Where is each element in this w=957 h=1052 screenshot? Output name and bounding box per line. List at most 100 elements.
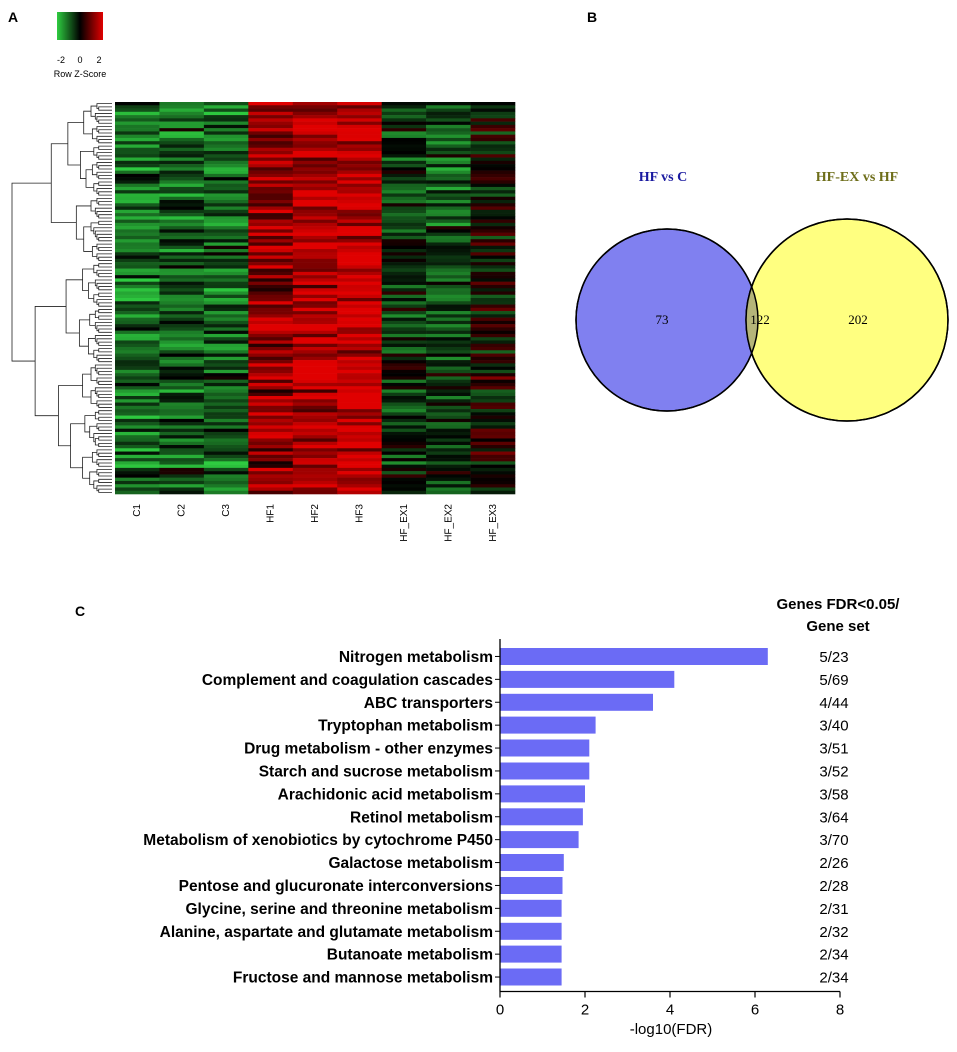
heatmap-cell <box>337 458 382 462</box>
heatmap-cell <box>381 190 427 194</box>
heatmap-cell <box>381 239 427 243</box>
heatmap-cell <box>381 262 427 266</box>
heatmap-cell <box>426 134 471 139</box>
heatmap-cell <box>292 399 338 403</box>
heatmap-cell <box>203 327 249 331</box>
heatmap-cell <box>159 206 205 211</box>
heatmap-cell <box>426 190 471 194</box>
heatmap-cell <box>381 487 427 492</box>
heatmap-cell <box>381 222 427 227</box>
heatmap-cell <box>248 360 294 364</box>
heatmap-cell <box>248 324 294 328</box>
heatmap-cell <box>470 216 516 220</box>
heatmap-column-label: HF_EX2 <box>443 504 454 542</box>
heatmap-cell <box>203 271 249 276</box>
heatmap-cell <box>381 405 427 410</box>
heatmap-cell <box>292 105 338 109</box>
category-label: ABC transporters <box>364 695 493 712</box>
heatmap-cell <box>337 239 382 243</box>
heatmap-cell <box>203 291 249 296</box>
category-label: Arachidonic acid metabolism <box>278 786 493 803</box>
heatmap-cell <box>381 144 427 149</box>
heatmap-cell <box>381 186 427 191</box>
heatmap-cell <box>381 366 427 371</box>
heatmap-column-label: C3 <box>221 504 232 517</box>
heatmap-cell <box>426 239 471 243</box>
heatmap-cell <box>426 262 471 266</box>
dendrogram-branch <box>96 459 112 465</box>
heatmap-cell <box>203 173 249 178</box>
heatmap-cell <box>203 108 249 113</box>
heatmap-cell <box>248 141 294 145</box>
heatmap-cell <box>470 480 516 485</box>
heatmap-cell <box>470 275 516 279</box>
heatmap-cell <box>381 458 427 462</box>
dendrogram-branch <box>96 367 112 374</box>
dendrogram-branch <box>96 152 112 158</box>
x-tick-label: 8 <box>836 1002 844 1019</box>
heatmap-cell <box>115 235 160 240</box>
heatmap-cell <box>426 196 471 201</box>
heatmap-cell <box>426 480 471 485</box>
heatmap-cell <box>159 222 205 227</box>
heatmap-cell <box>426 396 471 400</box>
heatmap-cell <box>115 337 160 341</box>
dendrogram-branch <box>85 169 94 188</box>
heatmap-cell <box>248 245 294 250</box>
heatmap-cell <box>115 213 160 217</box>
heatmap-cell <box>337 288 382 292</box>
heatmap-cell <box>381 471 427 475</box>
heatmap-cell <box>470 330 516 335</box>
heatmap-cell <box>426 314 471 318</box>
heatmap-cell <box>248 121 294 126</box>
venn-diagram: HF vs C HF-EX vs HF 73 122 202 <box>575 170 949 422</box>
heatmap-cell <box>292 396 338 400</box>
heatmap-cell <box>115 307 160 312</box>
heatmap-cell <box>292 258 338 263</box>
heatmap-cell <box>470 284 516 289</box>
heatmap-cell <box>337 366 382 371</box>
heatmap-cell <box>159 167 205 171</box>
heatmap-cell <box>292 118 338 122</box>
heatmap-cell <box>470 467 516 472</box>
heatmap-cell <box>203 147 249 152</box>
heatmap-cell <box>381 350 427 354</box>
heatmap-cell <box>203 115 249 119</box>
gene-ratio-label: 3/58 <box>819 786 848 803</box>
heatmap-cell <box>159 405 205 410</box>
heatmap-cell <box>381 105 427 109</box>
heatmap-cell <box>159 304 205 309</box>
heatmap-cell <box>381 484 427 488</box>
heatmap-cell <box>381 196 427 201</box>
heatmap-cell <box>159 298 205 302</box>
heatmap-cell <box>292 324 338 328</box>
heatmap-cell <box>292 392 338 397</box>
heatmap-cell <box>248 454 294 459</box>
heatmap-cell <box>426 252 471 256</box>
heatmap-cell <box>203 461 249 465</box>
heatmap-cell <box>292 271 338 276</box>
heatmap-cell <box>248 222 294 227</box>
heatmap-cell <box>426 435 471 439</box>
heatmap-cell <box>470 271 516 276</box>
heatmap-cell <box>337 255 382 260</box>
dendrogram-branch <box>98 315 112 320</box>
bar <box>500 762 590 780</box>
heatmap-cell <box>426 386 471 390</box>
gene-ratio-label: 2/32 <box>819 924 848 941</box>
heatmap-cell <box>381 399 427 403</box>
heatmap-cell <box>248 284 294 289</box>
heatmap-cell <box>115 102 160 106</box>
venn-label-hfex-vs-hf: HF-EX vs HF <box>816 170 898 185</box>
heatmap-cell <box>426 415 471 420</box>
dendrogram-branch <box>88 282 96 299</box>
heatmap-cell <box>248 219 294 224</box>
heatmap-cell <box>381 216 427 220</box>
heatmap-cell <box>203 343 249 348</box>
heatmap-cell <box>426 121 471 126</box>
heatmap-cell <box>426 128 471 132</box>
heatmap-cell <box>248 350 294 354</box>
dendrogram-branch <box>98 237 112 242</box>
heatmap-cell <box>115 262 160 266</box>
heatmap-cell <box>159 324 205 328</box>
